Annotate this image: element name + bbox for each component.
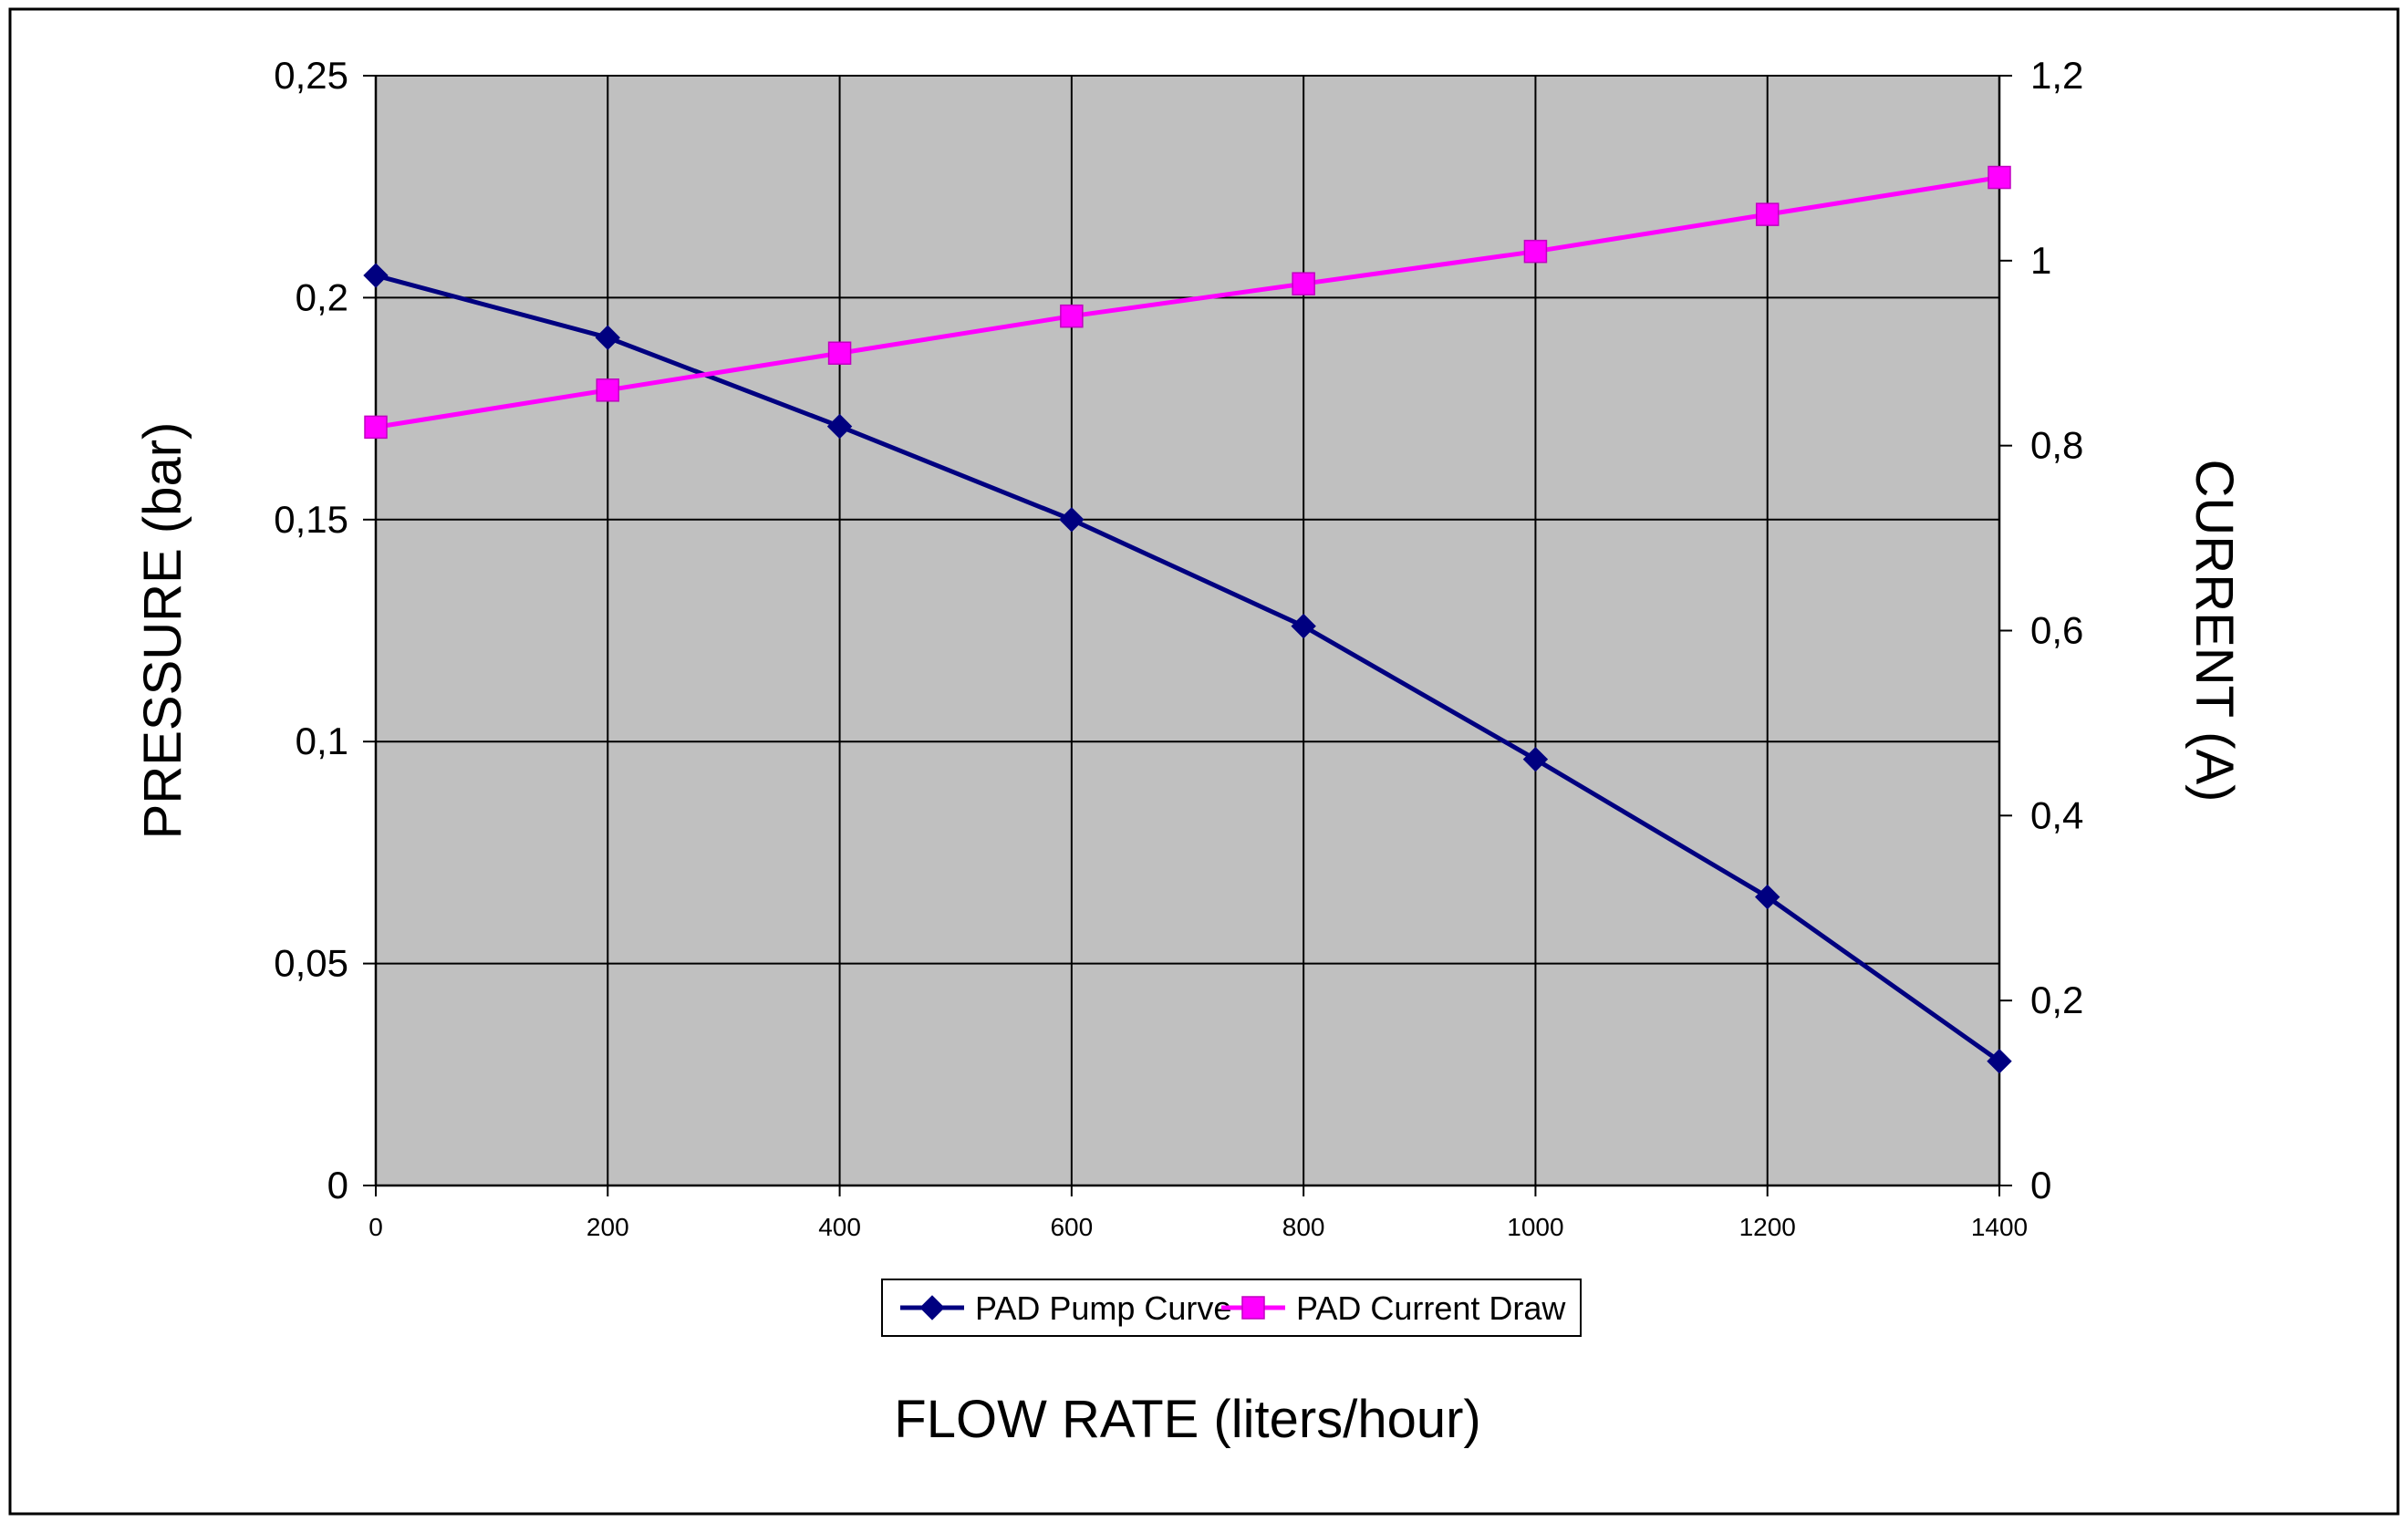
data-point [596, 378, 620, 402]
data-point [827, 341, 852, 365]
legend-items: PAD Pump Curve PAD Current Draw [900, 1289, 1566, 1327]
y2-tick-label: 0,2 [2030, 978, 2083, 1021]
y2-tick-label: 0,4 [2030, 793, 2083, 836]
tick-labels: 0 0,05 0,1 0,15 0,2 0,25 0 0,2 0,4 0,6 0,8 1 1,2 0 200… [274, 54, 2083, 1241]
data-point [1060, 304, 1084, 328]
data-point [364, 415, 388, 440]
x-tick-label: 1000 [1507, 1213, 1563, 1241]
y2-tick-label: 0,6 [2030, 609, 2083, 652]
plot-area [376, 76, 1999, 1186]
data-point [1291, 613, 1316, 639]
legend-label: PAD Pump Curve [975, 1289, 1231, 1327]
axes [363, 75, 2012, 1196]
legend-item-2: PAD Current Draw [1221, 1289, 1566, 1327]
series-2 [364, 165, 2011, 440]
legend-marker [919, 1295, 945, 1320]
data-point [1755, 202, 1780, 226]
y-tick-label: 0,1 [296, 720, 348, 762]
y-tick-label: 0,25 [274, 54, 348, 97]
y2-tick-label: 0 [2030, 1164, 2051, 1206]
y2-tick-label: 1 [2030, 239, 2051, 282]
x-tick-label: 400 [818, 1213, 861, 1241]
x-tick-label: 600 [1050, 1213, 1093, 1241]
data-series [363, 165, 2012, 1074]
y2-tick-label: 1,2 [2030, 54, 2083, 97]
data-point [1755, 884, 1780, 910]
data-point [1292, 272, 1315, 295]
data-point [1522, 746, 1549, 772]
y-axis-title: PRESSURE (bar) [133, 422, 192, 840]
data-point [826, 413, 853, 440]
x-tick-label: 800 [1282, 1213, 1325, 1241]
legend-label: PAD Current Draw [1296, 1289, 1566, 1327]
series-1 [363, 263, 2012, 1074]
y2-axis-title: CURRENT (A) [2185, 460, 2244, 802]
x-axis-title: FLOW RATE (liters/hour) [894, 1390, 1480, 1449]
x-tick-label: 1200 [1739, 1213, 1796, 1241]
data-point [1059, 507, 1085, 533]
y-tick-label: 0,15 [274, 498, 348, 541]
x-tick-label: 1400 [1971, 1213, 2028, 1241]
legend-marker [1241, 1296, 1265, 1320]
series-line [375, 273, 2001, 1063]
data-point [1523, 239, 1548, 264]
data-point [595, 325, 620, 350]
data-point [1988, 165, 2011, 190]
y-tick-label: 0 [327, 1164, 348, 1206]
y-tick-label: 0,2 [296, 275, 348, 318]
legend-item-1: PAD Pump Curve [900, 1289, 1231, 1327]
data-point [363, 263, 389, 288]
legend: PAD Pump Curve PAD Current Draw [881, 1279, 1582, 1337]
data-point [1987, 1048, 2012, 1074]
x-tick-label: 200 [586, 1213, 629, 1241]
series-line [375, 175, 2000, 430]
y2-tick-label: 0,8 [2030, 424, 2083, 467]
x-tick-label: 0 [368, 1213, 383, 1241]
y-tick-label: 0,05 [274, 942, 348, 985]
